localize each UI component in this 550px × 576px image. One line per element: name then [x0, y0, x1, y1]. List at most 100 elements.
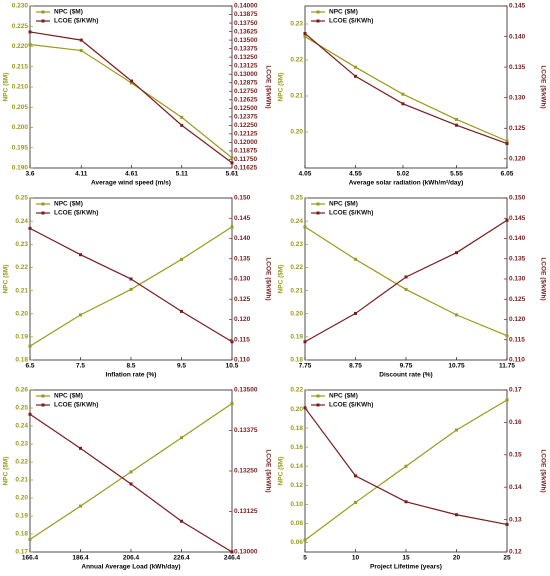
y2-tick-label: 0.12875 [234, 79, 258, 86]
point-marker [455, 117, 458, 121]
series-line [29, 31, 233, 164]
y2-tick-label: 0.13500 [234, 387, 258, 394]
y2-tick-label: 0.110 [234, 357, 250, 364]
x-tick-label: 10 [352, 555, 360, 562]
y2-tick-label: 0.150 [509, 195, 526, 202]
y2-tick-label: 0.13875 [234, 11, 258, 18]
y-tick-label: 0.24 [15, 218, 28, 225]
y2-tick-label: 0.13500 [234, 37, 258, 44]
y-axis-label: NPC ($M) [3, 457, 10, 486]
point-marker [303, 406, 307, 410]
point-marker [129, 277, 133, 281]
series-line [304, 226, 508, 337]
y2-tick-label: 0.13 [509, 516, 522, 523]
point-marker [230, 550, 234, 554]
y2-tick-label: 0.140 [509, 235, 526, 242]
y2-tick-label: 0.125 [509, 125, 526, 132]
y-tick-label: 0.08 [290, 520, 303, 527]
y2-tick-label: 0.13250 [234, 54, 258, 61]
point-marker [303, 340, 307, 344]
y2-tick-label: 0.13125 [234, 62, 258, 69]
y2-tick-label: 0.12625 [234, 97, 258, 104]
legend-label: NPC ($M) [54, 201, 83, 208]
point-marker [28, 412, 32, 416]
x-tick-label: 4.55 [349, 171, 362, 178]
y-tick-label: 0.20 [290, 310, 303, 317]
point-marker [354, 65, 357, 69]
x-tick-label: 20 [453, 555, 461, 562]
y-axis-label: NPC ($M) [278, 457, 285, 486]
plot-frame [304, 197, 508, 361]
y2-tick-label: 0.13000 [234, 71, 258, 78]
point-marker [404, 287, 408, 291]
legend-label: NPC ($M) [329, 201, 358, 208]
point-marker [404, 500, 408, 504]
y2-tick-label: 0.13000 [234, 549, 258, 556]
y2-tick-label: 0.11750 [234, 156, 258, 163]
y2-tick-label: 0.145 [509, 215, 526, 222]
point-marker [303, 35, 307, 39]
y-tick-label: 0.26 [15, 387, 28, 394]
y-tick-label: 0.20 [290, 129, 303, 136]
legend-marker [41, 202, 45, 206]
chart-panel: 5 10 15 20 25 0.06 0.08 0.10 0.12 0.14 0.16 0.18 0.2… [278, 387, 547, 571]
y2-tick-label: 0.110 [509, 357, 525, 364]
point-marker [303, 538, 307, 542]
point-marker [505, 218, 509, 222]
y-tick-label: 0.18 [15, 531, 28, 538]
chart-panel: 7.75 8.75 9.75 10.75 11.75 0.18 0.19 0.20 0.21 0.… [278, 195, 547, 379]
x-axis-label: Average wind speed (m/s) [91, 180, 171, 187]
series-line [29, 227, 233, 343]
point-marker [130, 79, 134, 83]
chart-panel: 6.5 7.5 8.5 9.5 10.5 0.18 0.19 0.20 0.21 0.22 0.23… [3, 195, 272, 379]
y2-tick-label: 0.140 [509, 33, 526, 40]
y-tick-label: 0.22 [15, 264, 28, 271]
y2-tick-label: 0.140 [234, 235, 251, 242]
plot-frame [304, 389, 508, 553]
x-tick-label: 5 [303, 555, 307, 562]
y-tick-label: 0.215 [12, 63, 29, 70]
y2-tick-label: 0.135 [234, 255, 251, 262]
y-tick-label: 0.23 [290, 241, 303, 248]
y-tick-label: 0.190 [12, 165, 29, 172]
y-tick-label: 0.18 [15, 357, 28, 364]
y2-tick-label: 0.14 [509, 484, 522, 491]
point-marker [180, 123, 184, 127]
x-tick-label: 6.5 [25, 363, 34, 370]
legend-label: LCOE ($/KWh) [54, 18, 98, 25]
y-tick-label: 0.25 [15, 405, 28, 412]
y2-tick-label: 0.12250 [234, 122, 258, 129]
y-tick-label: 0.21 [15, 477, 28, 484]
y-tick-label: 0.22 [15, 459, 28, 466]
y-tick-label: 0.20 [15, 310, 28, 317]
y-tick-label: 0.205 [12, 104, 29, 111]
y-tick-label: 0.225 [12, 23, 29, 30]
point-marker [180, 436, 183, 440]
x-tick-label: 8.5 [126, 363, 135, 370]
y2-tick-label: 0.135 [509, 64, 526, 71]
y-tick-label: 0.23 [15, 441, 28, 448]
x-tick-label: 186.4 [72, 555, 89, 562]
legend-label: LCOE ($/KWh) [329, 210, 373, 217]
y2-tick-label: 0.11625 [234, 165, 258, 172]
point-marker [354, 257, 357, 261]
y-axis-label: NPC ($M) [278, 73, 285, 102]
point-marker [354, 500, 357, 504]
x-axis-label: Annual Average Load (kWh/day) [81, 564, 180, 571]
point-marker [79, 504, 82, 508]
point-marker [455, 428, 458, 432]
y2-tick-label: 0.13750 [234, 20, 258, 27]
point-marker [455, 123, 458, 127]
y-tick-label: 0.16 [290, 444, 303, 451]
point-marker [354, 474, 357, 478]
y2-axis-label: LCOE ($/kWh) [539, 65, 546, 108]
point-marker [79, 253, 82, 257]
y-tick-label: 0.22 [290, 57, 303, 64]
legend-label: NPC ($M) [329, 9, 358, 16]
y2-tick-label: 0.13125 [234, 508, 258, 515]
x-tick-label: 25 [503, 555, 511, 562]
y2-tick-label: 0.125 [509, 296, 526, 303]
y-tick-label: 0.17 [15, 549, 28, 556]
point-marker [404, 275, 408, 279]
